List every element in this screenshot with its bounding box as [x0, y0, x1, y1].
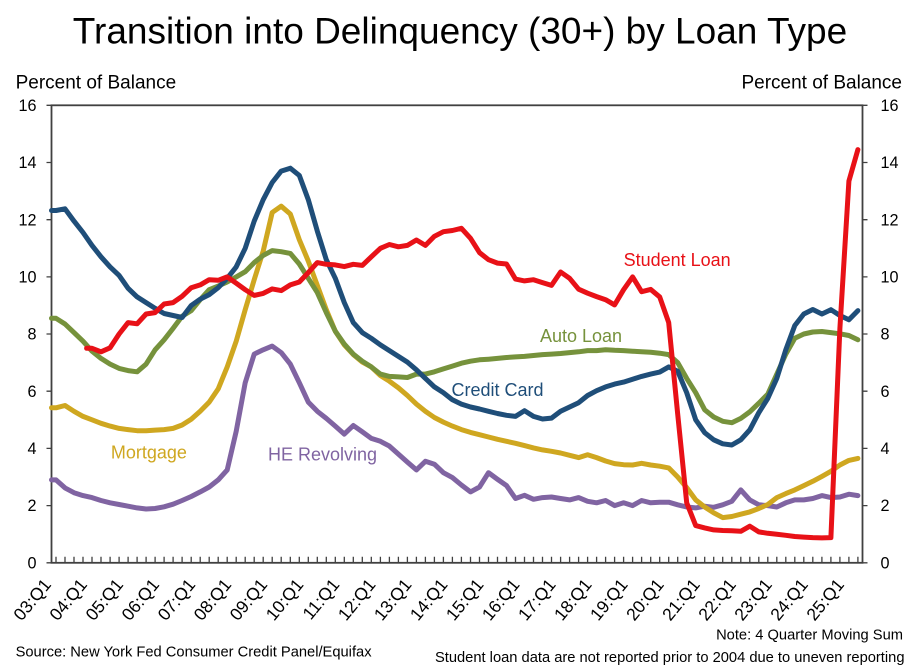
- svg-text:Transition into Delinquency (3: Transition into Delinquency (30+) by Loa…: [73, 11, 847, 52]
- svg-text:6: 6: [27, 383, 36, 401]
- svg-text:Source: New York Fed Consumer: Source: New York Fed Consumer Credit Pan…: [16, 645, 373, 661]
- svg-text:10: 10: [881, 269, 899, 287]
- svg-text:2: 2: [881, 497, 890, 515]
- svg-text:Percent of Balance: Percent of Balance: [16, 73, 177, 94]
- svg-text:6: 6: [881, 383, 890, 401]
- svg-text:16: 16: [881, 97, 899, 115]
- svg-text:0: 0: [881, 554, 890, 572]
- svg-text:4: 4: [881, 440, 890, 458]
- svg-text:0: 0: [27, 554, 36, 572]
- svg-text:Percent of Balance: Percent of Balance: [741, 73, 902, 94]
- svg-text:16: 16: [18, 97, 36, 115]
- svg-text:HE Revolving: HE Revolving: [268, 445, 377, 465]
- svg-text:10: 10: [18, 269, 36, 287]
- svg-text:12: 12: [881, 211, 899, 229]
- svg-text:8: 8: [881, 326, 890, 344]
- svg-text:14: 14: [18, 154, 36, 172]
- svg-text:Credit Card: Credit Card: [452, 380, 544, 400]
- svg-text:2: 2: [27, 497, 36, 515]
- svg-text:Student Loan: Student Loan: [624, 250, 731, 270]
- svg-text:4: 4: [27, 440, 36, 458]
- svg-text:Note: 4 Quarter Moving Sum: Note: 4 Quarter Moving Sum: [716, 628, 903, 644]
- svg-text:Mortgage: Mortgage: [111, 443, 187, 463]
- svg-text:12: 12: [18, 211, 36, 229]
- svg-text:Auto Loan: Auto Loan: [540, 326, 622, 346]
- svg-text:Student loan data are not repo: Student loan data are not reported prior…: [435, 650, 905, 666]
- svg-text:14: 14: [881, 154, 899, 172]
- svg-text:8: 8: [27, 326, 36, 344]
